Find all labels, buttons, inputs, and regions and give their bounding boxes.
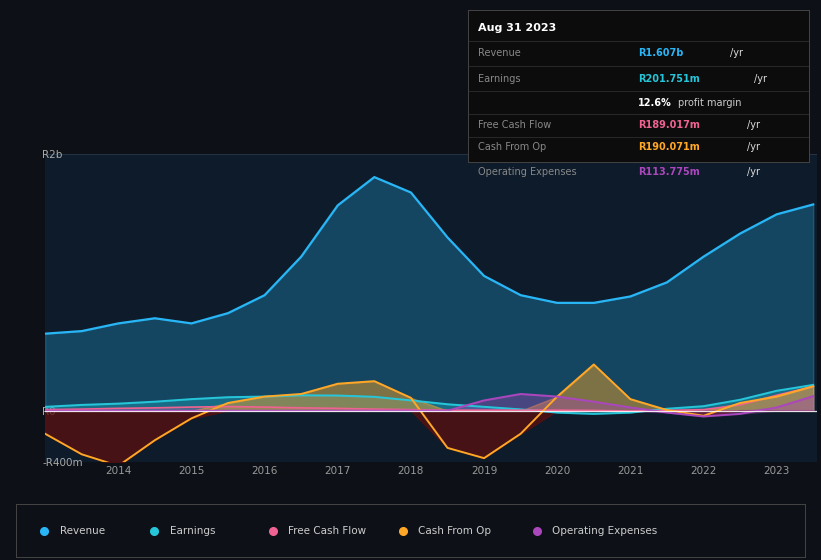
- Text: Aug 31 2023: Aug 31 2023: [478, 24, 557, 34]
- Text: /yr: /yr: [731, 48, 743, 58]
- Text: /yr: /yr: [754, 74, 767, 85]
- Text: R189.017m: R189.017m: [639, 120, 700, 130]
- Text: Revenue: Revenue: [478, 48, 521, 58]
- Text: /yr: /yr: [747, 120, 760, 130]
- Text: Revenue: Revenue: [60, 526, 105, 535]
- Text: /yr: /yr: [747, 166, 760, 176]
- Text: profit margin: profit margin: [677, 98, 741, 108]
- Text: 12.6%: 12.6%: [639, 98, 672, 108]
- Text: Cash From Op: Cash From Op: [478, 142, 547, 152]
- Text: Operating Expenses: Operating Expenses: [478, 166, 577, 176]
- Text: R113.775m: R113.775m: [639, 166, 700, 176]
- Text: R201.751m: R201.751m: [639, 74, 700, 85]
- Text: R1.607b: R1.607b: [639, 48, 684, 58]
- Text: Free Cash Flow: Free Cash Flow: [478, 120, 552, 130]
- Text: Free Cash Flow: Free Cash Flow: [288, 526, 366, 535]
- Text: Earnings: Earnings: [170, 526, 216, 535]
- Text: /yr: /yr: [747, 142, 760, 152]
- Text: Cash From Op: Cash From Op: [419, 526, 492, 535]
- Text: R190.071m: R190.071m: [639, 142, 700, 152]
- Text: Operating Expenses: Operating Expenses: [553, 526, 658, 535]
- Text: Earnings: Earnings: [478, 74, 521, 85]
